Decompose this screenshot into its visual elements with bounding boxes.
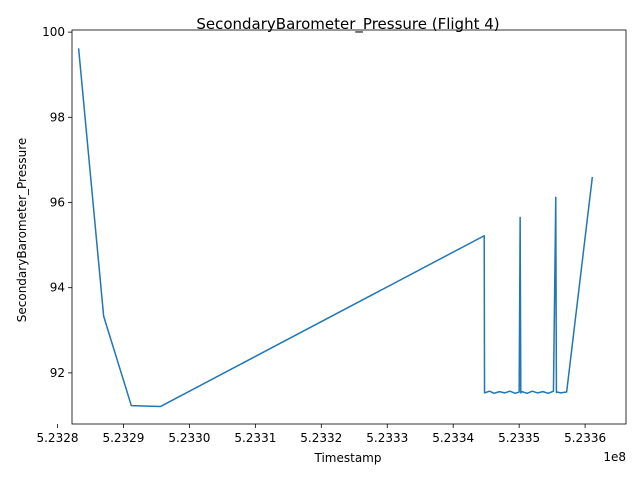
- plot-series: [77, 48, 594, 408]
- series-line-0: [77, 48, 594, 408]
- chart-title: SecondaryBarometer_Pressure (Flight 4): [196, 15, 499, 34]
- x-axis-label: Timestamp: [314, 451, 382, 465]
- x-tick-label: 5.2330: [168, 431, 210, 445]
- y-tick-label: 98: [50, 110, 65, 124]
- x-axis-offset-label: 1e8: [603, 450, 626, 464]
- x-tick-label: 5.2328: [36, 431, 78, 445]
- y-tick-label: 100: [42, 25, 65, 39]
- plot-frame: [71, 29, 627, 425]
- x-tick-label: 5.2332: [300, 431, 342, 445]
- x-tick-label: 5.2333: [366, 431, 408, 445]
- y-tick-label: 94: [50, 281, 65, 295]
- y-axis-label: SecondaryBarometer_Pressure: [15, 138, 29, 322]
- y-tick-label: 92: [50, 366, 65, 380]
- x-tick-label: 5.2329: [102, 431, 144, 445]
- x-tick-label: 5.2331: [234, 431, 276, 445]
- x-tick-label: 5.2335: [498, 431, 540, 445]
- x-tick-label: 5.2334: [432, 431, 474, 445]
- plot-axes: 5.2328 5.2329 5.2330 5.2331 5.2332 5.2333 5.23…: [36, 25, 627, 445]
- y-tick-label: 96: [50, 196, 65, 210]
- x-tick-label: 5.2336: [564, 431, 606, 445]
